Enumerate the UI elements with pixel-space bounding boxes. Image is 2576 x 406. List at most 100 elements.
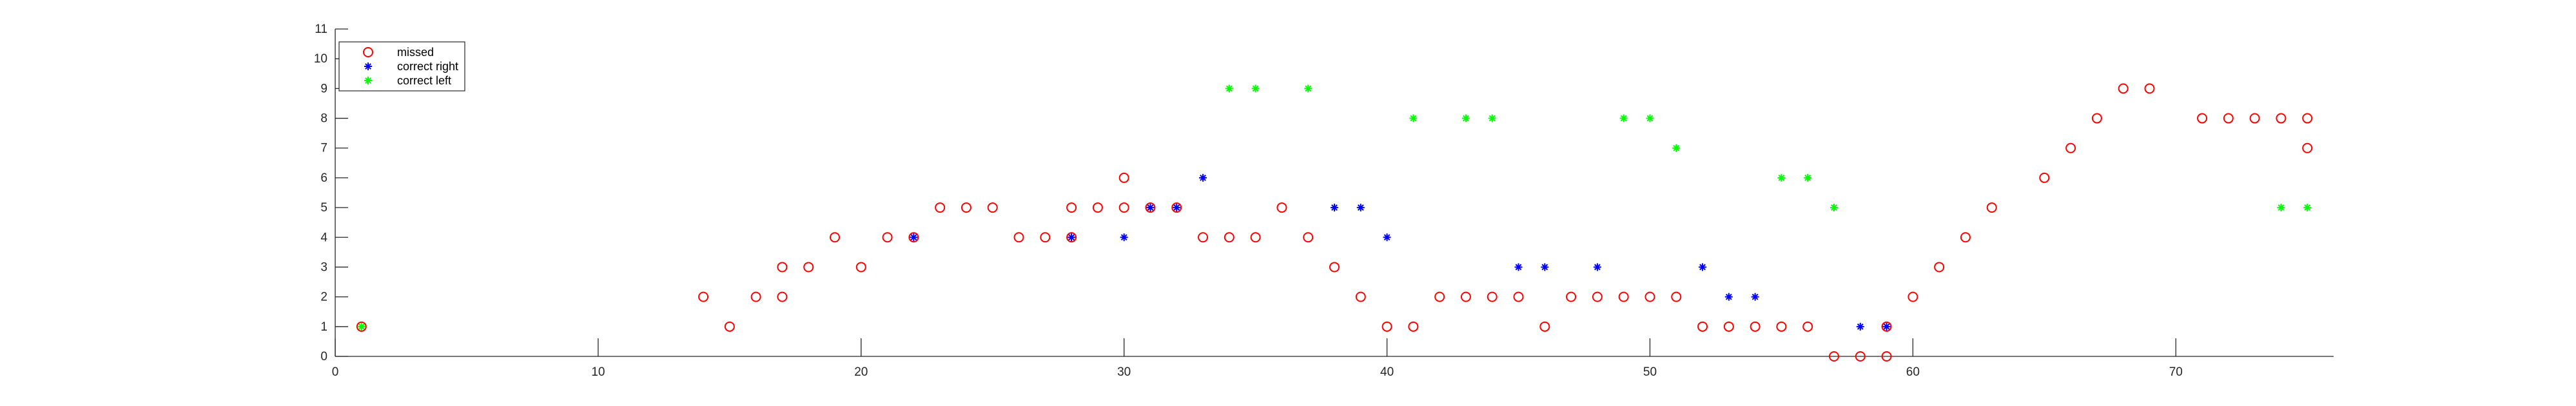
point-correct-right [1331,204,1338,212]
axes: 0 10 20 30 40 50 60 70 0 1 2 3 4 5 6 7 8 9 10 11 [314,23,2334,379]
point-missed [2118,83,2129,94]
point-correct-left [2303,204,2312,212]
point-missed [1487,291,1498,302]
point-correct-right [1383,233,1391,242]
point-missed [803,262,814,273]
point-missed [1276,202,1287,213]
y-tick-label: 10 [314,52,327,66]
point-missed [1723,321,1734,332]
point-missed [1986,202,1997,213]
point-missed [698,291,709,302]
point-missed [1408,321,1419,332]
point-missed [1355,291,1366,302]
point-missed [356,321,367,332]
point-missed [1198,232,1209,243]
point-correct-right [1856,322,1864,331]
point-correct-right [1068,233,1076,242]
legend-marker-missed [363,47,373,57]
point-correct-left [1646,114,1654,122]
point-missed [1960,232,1971,243]
y-tick-label: 2 [320,291,327,304]
y-tick-label: 11 [315,23,327,36]
point-correct-left [1804,173,1812,182]
y-tick-label: 7 [320,142,327,155]
plot-area [335,29,2334,356]
x-tick-label: 60 [1906,365,1920,379]
point-correct-left [1225,84,1233,93]
y-tick-label: 0 [320,350,327,363]
point-missed [1750,321,1761,332]
point-missed [1566,291,1577,302]
point-correct-right [1356,204,1365,212]
point-correct-right [1593,263,1601,271]
series-missed [356,83,2313,362]
point-missed [1539,321,1550,332]
point-correct-right [1173,204,1181,212]
x-tick-label: 10 [591,365,605,379]
x-tick-label: 40 [1380,365,1394,379]
series-correct-right [910,173,1891,331]
point-missed [2223,113,2234,124]
plot-background [335,29,2334,356]
point-missed [1908,291,1918,302]
point-correct-right [1882,322,1891,331]
point-missed [961,202,971,213]
point-correct-left [1409,114,1418,122]
point-missed [2144,83,2155,94]
point-missed [724,321,735,332]
point-missed [2197,113,2208,124]
legend-label-missed: missed [397,46,434,59]
point-missed [1592,291,1603,302]
series-correct-left [357,84,2312,331]
point-correct-right [1751,293,1759,301]
point-correct-right [1541,263,1549,271]
point-missed [2091,113,2102,124]
point-missed [750,291,761,302]
point-missed [855,262,866,273]
legend-marker-correct-right [364,63,372,70]
point-correct-right [1514,263,1523,271]
y-tick-label: 4 [320,231,327,244]
point-missed [1934,262,1945,273]
point-missed [1697,321,1708,332]
point-missed [1145,202,1156,213]
legend-label-correct-left: correct left [397,74,451,87]
point-missed [2302,113,2313,124]
point-missed [1171,202,1182,213]
x-tick-label: 50 [1643,365,1657,379]
point-missed [2249,113,2260,124]
point-missed [1013,232,1024,243]
point-missed [1066,232,1077,243]
point-correct-left [1619,114,1628,122]
point-missed [1460,291,1471,302]
point-missed [777,291,788,302]
point-missed [935,202,946,213]
point-missed [1250,232,1261,243]
point-missed [1776,321,1787,332]
point-missed [2276,113,2287,124]
point-correct-left [1672,144,1681,152]
legend-box [338,41,465,92]
point-missed [882,232,893,243]
point-missed [1434,291,1445,302]
point-missed [1829,351,1839,362]
point-missed [2039,172,2050,183]
point-missed [1855,351,1866,362]
y-tick-label: 3 [320,260,327,274]
point-correct-left [1830,204,1838,212]
point-missed [1513,291,1524,302]
point-correct-left [2277,204,2285,212]
x-tick-label: 20 [854,365,868,379]
point-missed [1224,232,1234,243]
point-missed [1303,232,1314,243]
legend-label-correct-right: correct right [397,60,458,73]
point-missed [830,232,840,243]
x-tick-label: 0 [332,365,339,379]
y-tick-label: 5 [320,201,327,215]
x-tick-label: 70 [2169,365,2183,379]
y-tick-label: 8 [320,112,327,126]
point-correct-right [910,233,918,242]
point-correct-left [1488,114,1496,122]
y-tick-label: 6 [320,171,327,185]
